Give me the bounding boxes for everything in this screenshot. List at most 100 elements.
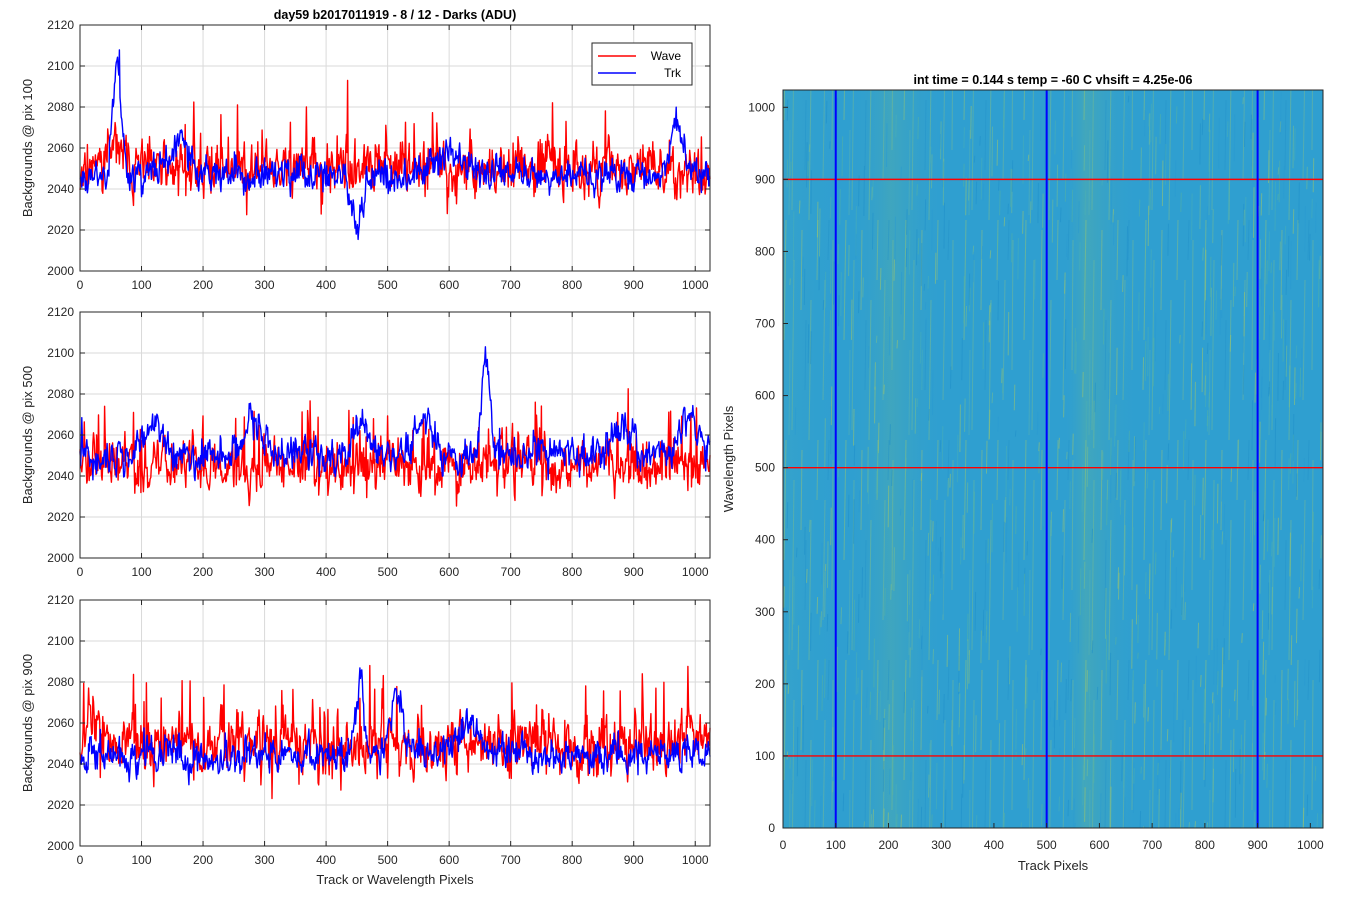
y-tick-label: 600 (755, 389, 775, 403)
heatmap-streak (1003, 521, 1005, 553)
heatmap-streak (821, 675, 823, 711)
heatmap-streak (1152, 337, 1155, 387)
heatmap-streak (1194, 381, 1196, 427)
heatmap-streak (1112, 209, 1114, 223)
heatmap-streak (1014, 430, 1017, 437)
heatmap-streak (1069, 481, 1071, 510)
heatmap-streak (1036, 411, 1039, 435)
heatmap-streak (1202, 247, 1204, 261)
series-line-trk (79, 49, 711, 241)
heatmap-streak (1096, 686, 1099, 700)
heatmap-streak (1147, 707, 1149, 722)
legend: Wave Trk (591, 42, 693, 86)
heatmap-streak (887, 485, 890, 528)
heatmap-streak (920, 635, 923, 650)
heatmap-streak (1261, 610, 1264, 639)
heatmap-streak (929, 146, 932, 164)
heatmap-streak (974, 591, 977, 631)
heatmap-streak (857, 677, 859, 694)
heatmap-streak (900, 814, 902, 829)
heatmap-streak (1180, 192, 1182, 213)
heatmap-streak (1110, 437, 1112, 476)
heatmap-streak (1216, 638, 1218, 685)
heatmap-streak (1270, 262, 1272, 274)
heatmap-streak (1091, 640, 1094, 654)
heatmap-streak (839, 189, 841, 225)
heatmap-streak (967, 613, 969, 641)
heatmap-streak (1094, 382, 1096, 413)
heatmap-streak (1061, 555, 1063, 589)
heatmap-streak (905, 248, 908, 268)
heatmap-streak (893, 547, 895, 592)
heatmap-streak (1240, 734, 1242, 774)
heatmap-streak (882, 760, 885, 792)
heatmap-streak (1084, 787, 1086, 822)
heatmap-streak (1273, 517, 1276, 567)
heatmap-streak (1086, 446, 1089, 487)
heatmap-streak (1144, 341, 1147, 381)
x-tick-label: 700 (501, 853, 521, 867)
heatmap-streak (867, 345, 870, 369)
heatmap-streak (928, 774, 930, 798)
heatmap-streak (1291, 755, 1293, 774)
heatmap-streak (1206, 410, 1209, 427)
heatmap-streak (1053, 700, 1056, 749)
heatmap-streak (1119, 470, 1122, 508)
heatmap-streak (1277, 167, 1280, 175)
heatmap-streak (1162, 394, 1164, 414)
heatmap-streak (1004, 496, 1007, 523)
x-tick-label: 500 (1037, 838, 1057, 852)
heatmap-streak (832, 781, 834, 793)
heatmap-streak (1106, 496, 1108, 526)
x-tick-label: 800 (1195, 838, 1215, 852)
heatmap-streak (1011, 160, 1014, 192)
heatmap-streak (1023, 573, 1026, 616)
heatmap-streak (1118, 572, 1120, 600)
y-tick-label: 2000 (47, 264, 74, 278)
y-tick-label: 2000 (47, 839, 74, 853)
heatmap-streak (1105, 634, 1108, 684)
heatmap-streak (807, 161, 809, 176)
x-tick-label: 0 (77, 278, 84, 292)
heatmap-streak (858, 593, 860, 623)
heatmap-axes-box (782, 89, 1324, 829)
x-tick-label: 900 (624, 565, 644, 579)
heatmap-streak (890, 584, 892, 600)
heatmap-streak (916, 184, 918, 196)
heatmap-streak (1054, 120, 1056, 155)
heatmap-streak (1065, 678, 1067, 714)
heatmap-streak (1067, 799, 1069, 817)
heatmap-streak (949, 473, 951, 488)
heatmap-streak (1167, 223, 1169, 256)
heatmap-streak (1015, 506, 1017, 535)
heatmap-streak (819, 616, 821, 635)
heatmap-streak (811, 759, 813, 807)
heatmap-streak (883, 808, 885, 829)
heatmap-streak (1318, 569, 1321, 590)
x-tick-label: 300 (255, 853, 275, 867)
heatmap-streak (1175, 567, 1177, 608)
ticks: 0 100 200 300 400 500 600 700 800 900 1000 2000 2020… (47, 305, 710, 579)
heatmap-streak (863, 821, 865, 829)
heatmap-streak (1007, 311, 1010, 356)
heatmap-streak (1298, 182, 1300, 224)
heatmap-streak (1182, 709, 1184, 751)
heatmap-streak (889, 424, 891, 445)
heatmap-streak (1188, 822, 1190, 829)
heatmap-streak (824, 658, 826, 698)
heatmap-streak (927, 275, 929, 289)
y-tick-label: 2100 (47, 346, 74, 360)
heatmap-streak (1063, 395, 1065, 418)
heatmap-streak (1316, 813, 1319, 828)
y-tick-label: 2020 (47, 798, 74, 812)
heatmap-streak (1229, 334, 1232, 352)
heatmap-streak (1110, 176, 1113, 225)
heatmap-streak (1022, 135, 1024, 184)
heatmap-streak (1086, 759, 1089, 777)
x-tick-label: 1000 (682, 278, 709, 292)
heatmap-streak (956, 434, 959, 483)
heatmap-streak (943, 693, 945, 724)
heatmap-streak (862, 277, 864, 298)
heatmap-streak (1036, 671, 1039, 693)
